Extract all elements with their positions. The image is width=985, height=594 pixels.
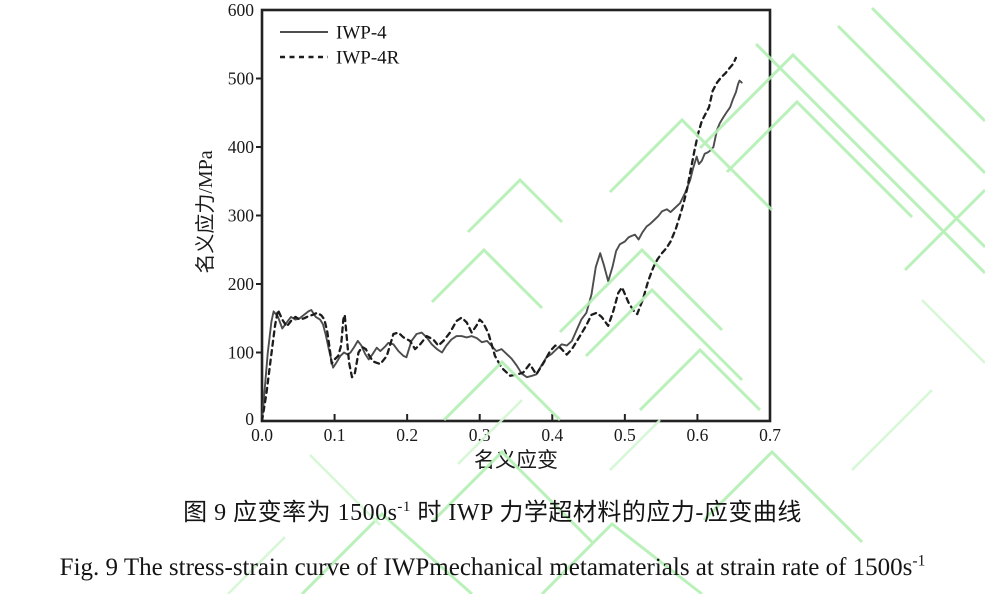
x-axis-tick-label: 0.4 bbox=[541, 425, 563, 445]
y-axis-tick-label: 600 bbox=[228, 0, 255, 20]
x-axis-tick-label: 0.6 bbox=[686, 425, 708, 445]
x-axis-tick-label: 0.3 bbox=[469, 425, 491, 445]
y-axis-title: 名义应力/MPa bbox=[194, 150, 217, 273]
caption-chinese-text: 图 9 应变率为 1500s bbox=[183, 500, 398, 526]
y-axis-tick-label: 500 bbox=[228, 69, 255, 89]
y-axis-tick-label: 200 bbox=[228, 274, 255, 294]
caption-english-superscript: -1 bbox=[912, 552, 926, 570]
x-axis-tick-label: 0.0 bbox=[251, 425, 273, 445]
x-axis-tick-label: 0.7 bbox=[759, 425, 781, 445]
x-axis-title: 名义应变 bbox=[474, 448, 558, 472]
caption-english: Fig. 9 The stress-strain curve of IWPmec… bbox=[0, 552, 985, 582]
legend-label-IWP-4: IWP-4 bbox=[336, 23, 387, 44]
x-axis-tick-label: 0.1 bbox=[324, 425, 346, 445]
y-axis-tick-label: 0 bbox=[245, 409, 254, 429]
series-line-IWP-4 bbox=[261, 79, 743, 422]
legend-label-IWP-4R: IWP-4R bbox=[336, 48, 400, 69]
y-axis-tick-label: 100 bbox=[228, 343, 255, 363]
caption-chinese: 图 9 应变率为 1500s-1 时 IWP 力学超材料的应力-应变曲线 bbox=[0, 492, 985, 527]
caption-chinese-superscript: -1 bbox=[397, 499, 411, 515]
caption-english-text: Fig. 9 The stress-strain curve of IWPmec… bbox=[59, 554, 913, 581]
x-axis-tick-label: 0.2 bbox=[396, 425, 418, 445]
x-axis-tick-label: 0.5 bbox=[614, 425, 636, 445]
y-axis-tick-label: 300 bbox=[228, 206, 255, 226]
series-line-IWP-4R bbox=[260, 56, 738, 423]
y-axis-tick-label: 400 bbox=[228, 137, 255, 157]
caption-chinese-suffix: 时 IWP 力学超材料的应力-应变曲线 bbox=[410, 500, 802, 526]
